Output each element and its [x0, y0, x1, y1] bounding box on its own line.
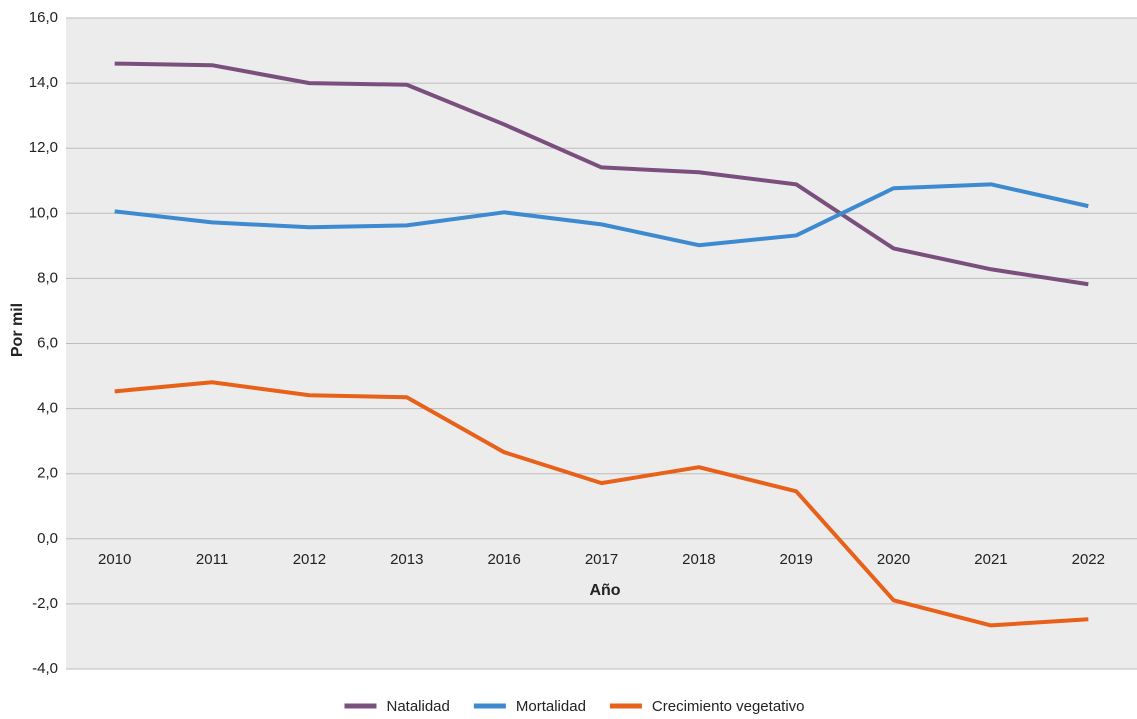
y-axis-title: Por mil — [9, 303, 26, 357]
y-tick-label: 2,0 — [37, 465, 58, 482]
legend-label: Mortalidad — [516, 698, 586, 715]
line-series — [114, 380, 1089, 628]
legend-label: Crecimiento vegetativo — [652, 698, 805, 715]
x-tick-label: 2016 — [487, 551, 520, 568]
legend-label: Natalidad — [386, 698, 449, 715]
x-tick-label: 2020 — [877, 551, 910, 568]
x-tick-label: 2013 — [390, 551, 423, 568]
y-tick-label: -2,0 — [32, 595, 58, 612]
y-tick-label: -4,0 — [32, 660, 58, 677]
y-tick-label: 14,0 — [29, 74, 58, 91]
y-tick-label: 10,0 — [29, 204, 58, 221]
x-tick-label: 2019 — [780, 551, 813, 568]
y-tick-label: 6,0 — [37, 334, 58, 351]
y-tick-label: 16,0 — [29, 9, 58, 26]
x-axis-title: Año — [589, 582, 620, 599]
line-series — [114, 182, 1089, 248]
x-tick-label: 2018 — [682, 551, 715, 568]
x-tick-label: 2021 — [974, 551, 1007, 568]
x-tick-label: 2011 — [196, 551, 228, 568]
x-tick-label: 2017 — [585, 551, 618, 568]
y-tick-label: 0,0 — [37, 530, 58, 547]
x-tick-label: 2010 — [98, 551, 131, 568]
x-tick-label: 2012 — [293, 551, 326, 568]
x-tick-label: 2022 — [1072, 551, 1105, 568]
y-tick-label: 8,0 — [37, 269, 58, 286]
y-tick-label: 12,0 — [29, 139, 58, 156]
legend: Natalidad Mortalidad Crecimiento vegetativ… — [344, 698, 805, 715]
line-series — [114, 61, 1089, 287]
y-tick-label: 4,0 — [37, 400, 58, 417]
